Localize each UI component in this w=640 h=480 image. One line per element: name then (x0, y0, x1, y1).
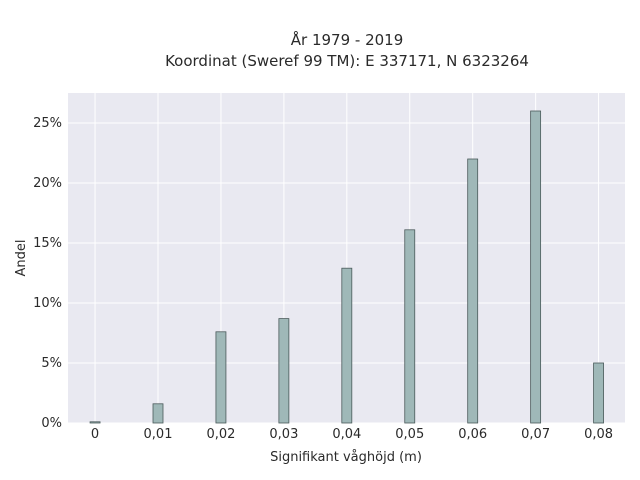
x-axis-label: Signifikant våghöjd (m) (270, 450, 422, 465)
y-tick-labels: 0% 5% 10% 15% 20% 25% (33, 116, 62, 431)
x-tick-label: 0,08 (584, 427, 613, 442)
y-tick-label: 0% (41, 416, 62, 431)
bar (278, 318, 290, 424)
bars (89, 110, 604, 424)
bar (215, 331, 227, 424)
y-tick-label: 20% (33, 176, 62, 191)
x-tick-label: 0,05 (395, 427, 424, 442)
y-tick-label: 25% (33, 116, 62, 131)
chart-title-line1: År 1979 - 2019 (291, 30, 404, 49)
x-tick-label: 0,02 (206, 427, 235, 442)
x-tick-label: 0,03 (269, 427, 298, 442)
x-tick-label: 0,01 (144, 427, 173, 442)
x-tick-label: 0,06 (458, 427, 487, 442)
chart-title-line2: Koordinat (Sweref 99 TM): E 337171, N 63… (165, 52, 529, 70)
bar (341, 267, 353, 424)
y-axis-label: Andel (14, 240, 29, 277)
y-tick-label: 5% (41, 356, 62, 371)
bar (530, 110, 542, 424)
y-tick-label: 15% (33, 236, 62, 251)
x-tick-label: 0,07 (521, 427, 550, 442)
x-tick-label: 0 (91, 427, 99, 442)
y-tick-label: 10% (33, 296, 62, 311)
bar (593, 362, 604, 424)
bar (89, 421, 101, 424)
x-tick-labels: 0 0,01 0,02 0,03 0,04 0,05 0,06 0,07 0,08 (91, 427, 613, 442)
bar (404, 229, 416, 424)
x-tick-label: 0,04 (332, 427, 361, 442)
bar (467, 158, 479, 424)
bar (152, 403, 164, 424)
